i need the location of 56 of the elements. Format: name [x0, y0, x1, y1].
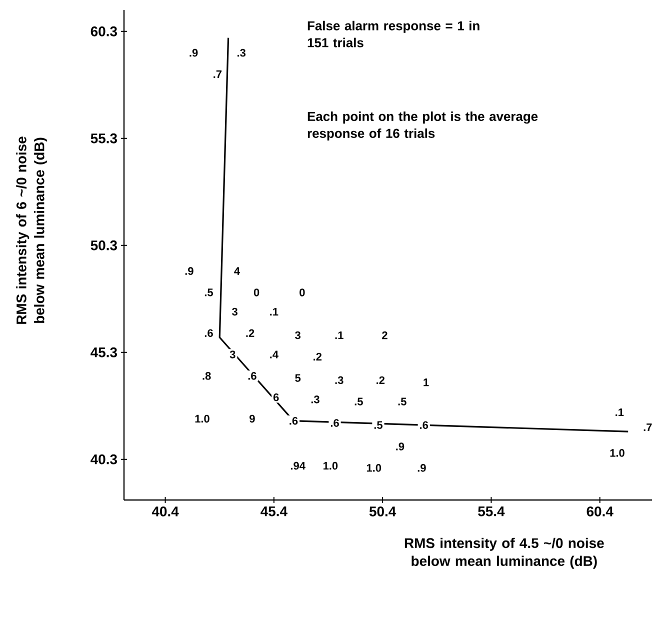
annotation: .5	[354, 398, 363, 406]
annotation: .3	[238, 48, 246, 57]
annotation: 1.0	[610, 449, 624, 457]
annotation: 2	[382, 331, 388, 340]
annotation: .9	[418, 464, 426, 472]
annotation: 1	[424, 378, 429, 386]
annotation: 1.0	[366, 464, 382, 472]
y-tick-label: 50.3	[90, 240, 117, 250]
annotation: .1	[616, 408, 624, 416]
annotation: .6	[290, 416, 298, 425]
annotation: .5	[374, 421, 382, 429]
annotation: .4	[270, 350, 278, 358]
annotation: .8	[202, 372, 211, 380]
annotation: 3	[295, 331, 300, 340]
annotation: .9	[396, 442, 404, 450]
annotation: 3	[230, 350, 236, 358]
x-tick-label: 45.4	[260, 506, 288, 516]
annotation: Each point on the plot is the average response of 16 trials	[308, 112, 538, 141]
annotation: .7	[214, 70, 222, 78]
annotation: .5	[204, 288, 213, 296]
annotation: .1	[270, 308, 278, 316]
annotation: .9	[185, 267, 194, 275]
annotation: .9	[190, 48, 198, 57]
annotation: 1.0	[323, 462, 338, 470]
annotation: .6	[248, 372, 256, 380]
annotation: False alarm response = 1 in 151 trials	[308, 20, 480, 48]
x-axis-title: RMS intensity of 4.5 ~/0 noise below mean luminance (dB)	[404, 538, 604, 569]
annotation: 4	[234, 267, 240, 275]
annotation: .6	[204, 329, 213, 337]
y-tick-label: 60.3	[90, 26, 117, 36]
y-tick-label: 55.3	[90, 133, 117, 144]
annotation: .2	[314, 352, 322, 360]
annotation: 3	[232, 308, 238, 316]
annotation: .2	[246, 329, 254, 337]
annotation: 6	[273, 393, 279, 402]
annotation: 0	[254, 288, 260, 296]
annotation: 1.0	[195, 414, 210, 423]
y-axis-title: RMS intensity of 6 ~/0 noise below mean luminance (dB)	[16, 136, 48, 324]
annotation: .5	[398, 398, 406, 406]
y-tick-label: 45.3	[90, 347, 117, 358]
y-tick-label: 40.3	[90, 454, 117, 464]
x-tick-label: 50.4	[369, 506, 396, 516]
annotation: .3	[311, 396, 320, 404]
annotation: .6	[330, 419, 339, 427]
annotation: .6	[420, 421, 428, 429]
annotation: 5	[295, 374, 301, 382]
annotation: .3	[335, 376, 344, 384]
x-tick-label: 60.4	[586, 506, 614, 516]
annotation: .2	[376, 376, 385, 384]
x-tick-label: 55.4	[478, 506, 505, 516]
annotation: 0	[300, 288, 305, 296]
annotation: 9	[250, 414, 255, 423]
annotation: .94	[290, 462, 306, 470]
annotation: .7	[644, 423, 652, 432]
annotation: .1	[335, 331, 344, 340]
x-tick-label: 40.4	[152, 506, 179, 516]
